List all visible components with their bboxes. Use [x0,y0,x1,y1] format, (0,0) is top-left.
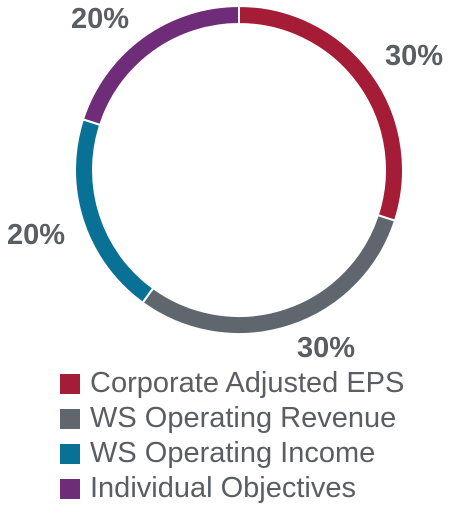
legend-item-ws-operating-income: WS Operating Income [60,436,404,471]
slice-label-corporate-adjusted-eps: 30% [385,40,443,72]
slice-ws-operating-revenue [141,213,397,335]
legend-swatch [60,478,80,499]
legend-label: Individual Objectives [90,472,356,504]
legend-label: WS Operating Income [90,437,376,469]
legend-swatch [60,443,80,464]
legend-item-individual-objectives: Individual Objectives [60,471,404,506]
legend-label: WS Operating Revenue [90,402,397,434]
slice-ws-operating-income [74,118,155,305]
slice-individual-objectives [81,4,240,127]
slice-value-labels: 30% 30% 20% 20% [7,3,443,364]
legend-item-ws-operating-revenue: WS Operating Revenue [60,401,404,436]
slice-label-individual-objectives: 20% [71,3,129,35]
slice-label-ws-operating-revenue: 30% [297,332,355,364]
legend-swatch [60,373,80,394]
chart-legend: Corporate Adjusted EPS WS Operating Reve… [60,366,404,506]
legend-swatch [60,408,80,429]
legend-label: Corporate Adjusted EPS [90,367,405,399]
legend-item-corporate-adjusted-eps: Corporate Adjusted EPS [60,366,404,401]
slice-corporate-adjusted-eps [238,4,404,222]
donut-slices [74,4,404,335]
slice-label-ws-operating-income: 20% [7,219,65,251]
